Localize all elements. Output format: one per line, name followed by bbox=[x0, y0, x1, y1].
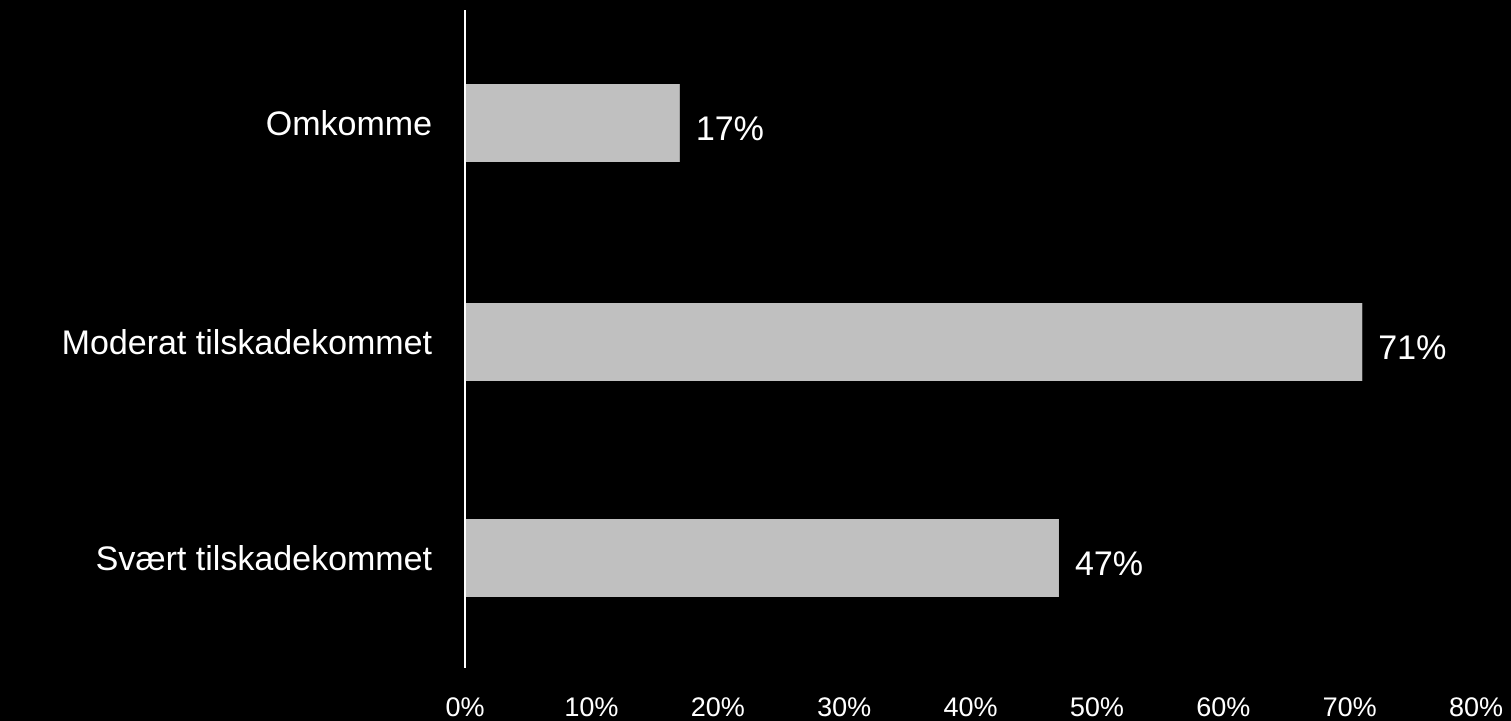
x-tick-label-7: 70% bbox=[1323, 692, 1377, 721]
value-labels-group: 17% 71% 47% bbox=[696, 110, 1446, 583]
x-tick-label-1: 10% bbox=[564, 692, 618, 721]
x-tick-label-5: 50% bbox=[1070, 692, 1124, 721]
x-tick-label-6: 60% bbox=[1196, 692, 1250, 721]
value-label-1: 71% bbox=[1378, 329, 1446, 367]
x-tick-label-2: 20% bbox=[691, 692, 745, 721]
x-tick-label-8: 80% bbox=[1449, 692, 1503, 721]
value-label-2: 47% bbox=[1075, 545, 1143, 583]
x-tick-label-0: 0% bbox=[445, 692, 484, 721]
category-label-0: Omkomme bbox=[266, 105, 432, 143]
category-label-2: Svært tilskadekommet bbox=[96, 540, 433, 578]
category-labels-group: Omkomme Moderat tilskadekommet Svært tilsk… bbox=[62, 105, 433, 578]
x-tick-label-4: 40% bbox=[943, 692, 997, 721]
bars-group bbox=[466, 84, 1363, 597]
bar-1 bbox=[466, 303, 1363, 381]
x-tick-label-3: 30% bbox=[817, 692, 871, 721]
bar-0 bbox=[466, 84, 680, 162]
bar-2 bbox=[466, 519, 1059, 597]
value-label-0: 17% bbox=[696, 110, 764, 148]
x-tick-labels-group: 0% 10% 20% 30% 40% 50% 60% 70% 80% bbox=[445, 692, 1503, 721]
category-label-1: Moderat tilskadekommet bbox=[62, 324, 433, 362]
